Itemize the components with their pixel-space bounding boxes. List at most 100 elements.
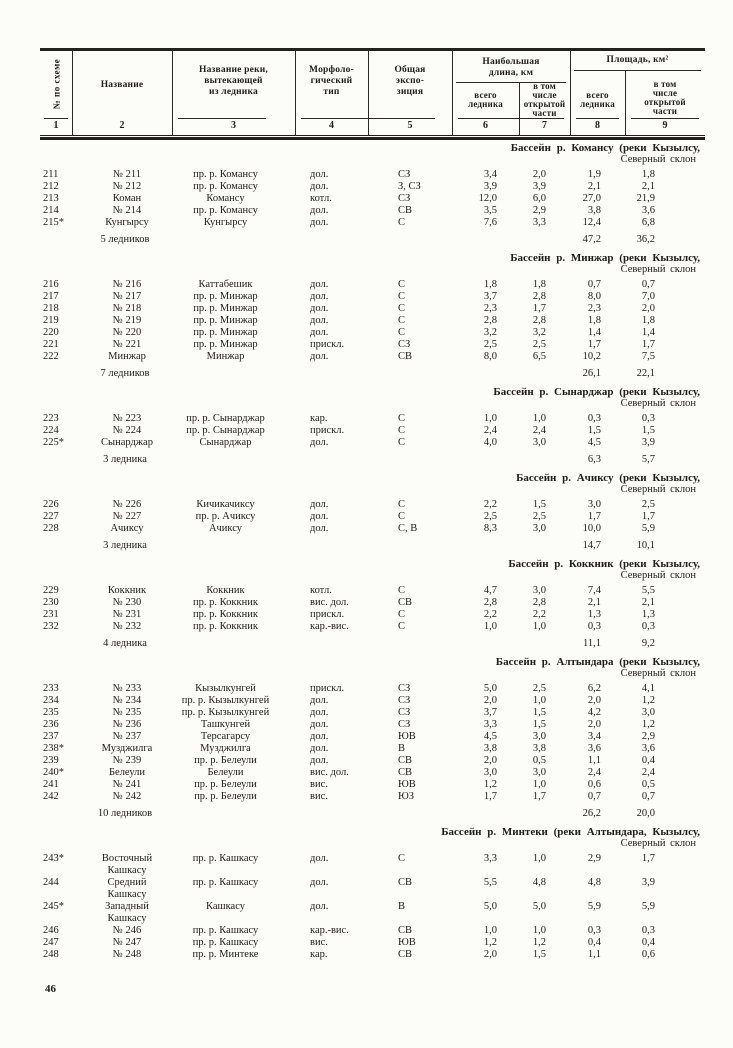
cell-length-total: 12,0 [478,193,497,204]
cell-river-name: пр. р. Белеули [194,791,257,802]
summary-area-open: 22,1 [636,368,655,379]
column-number: 6 [483,120,488,131]
cell-area-open: 1,8 [641,169,655,180]
cell-length-total: 2,8 [483,597,497,608]
subcol-header-area-open: в том числе открытой части [644,79,686,116]
cell-area-total: 4,2 [587,707,601,718]
cell-morph-type: кар.-вис. [310,925,349,936]
cell-scheme-number: 224 [43,425,59,436]
cell-exposition: СЗ [398,193,411,204]
cell-length-total: 2,0 [483,695,497,706]
summary-area-open: 9,2 [641,638,655,649]
colnum-rule [374,118,435,119]
cell-river-name: пр. р. Белеули [194,755,257,766]
cell-morph-type: дол. [310,743,329,754]
cell-area-open: 2,0 [641,303,655,314]
cell-length-open: 4,8 [532,877,546,888]
table-row: 244 Средний Кашкасу пр. р. Кашкасу дол. … [40,877,705,901]
cell-area-total: 1,5 [587,425,601,436]
cell-glacier-name: № 212 [112,181,142,192]
cell-area-open: 0,4 [641,755,655,766]
cell-morph-type: дол. [310,901,329,912]
cell-length-total: 4,5 [483,731,497,742]
cell-length-open: 1,7 [532,791,546,802]
cell-river-name: пр. р. Коккник [193,597,258,608]
cell-glacier-name: № 247 [112,937,142,948]
column-number: 8 [595,120,600,131]
colnum-rule [458,118,530,119]
cell-length-open: 3,0 [532,767,546,778]
cell-scheme-number: 227 [43,511,59,522]
cell-scheme-number: 216 [43,279,59,290]
cell-morph-type: дол. [310,877,329,888]
basin-title: Бассейн р. Минтеки (реки Алтындара, Кызы… [441,826,700,838]
cell-river-name: Музджилга [200,743,251,754]
cell-length-open: 2,5 [532,511,546,522]
table-row: 241 № 241 пр. р. Белеули вис. ЮВ 1,2 1,0… [40,779,705,791]
cell-area-total: 0,4 [587,937,601,948]
cell-area-total: 1,7 [587,511,601,522]
cell-glacier-name: Минжар [108,351,146,362]
cell-area-total: 2,0 [587,719,601,730]
cell-length-total: 3,8 [483,743,497,754]
cell-exposition: С [398,609,406,620]
basin-section: Бассейн р. Комансу (реки Кызылсу, Северн… [40,142,705,246]
cell-morph-type: дол. [310,291,329,302]
cell-length-total: 2,4 [483,425,497,436]
cell-scheme-number: 235 [43,707,59,718]
colnum-rule [631,118,699,119]
cell-length-total: 1,2 [483,779,497,790]
cell-morph-type: котл. [310,193,332,204]
column-number-row: 1 2 3 4 5 6 7 8 9 [40,120,705,131]
cell-length-open: 2,5 [532,339,546,350]
cell-exposition: С [398,425,406,436]
column-divider [570,51,571,135]
cell-length-total: 2,0 [483,755,497,766]
cell-exposition: С [398,585,406,596]
cell-length-open: 3,8 [532,743,546,754]
cell-river-name: Кунгырсу [203,217,248,228]
basin-section: Бассейн р. Сынарджар (реки Кызылсу, Севе… [40,386,705,466]
cell-exposition: СВ [398,925,413,936]
table-row: 216 № 216 Каттабешик дол. С 1,8 1,8 0,7 … [40,279,705,291]
cell-area-open: 1,3 [641,609,655,620]
cell-length-open: 5,0 [532,901,546,912]
table-row: 243* Восточный Кашкасу пр. р. Кашкасу до… [40,853,705,877]
cell-scheme-number: 236 [43,719,59,730]
cell-morph-type: дол. [310,695,329,706]
column-divider [625,70,626,135]
cell-exposition: СЗ [398,719,411,730]
summary-area-open: 36,2 [636,234,655,245]
table-row: 221 № 221 пр. р. Минжар прискл. СЗ 2,5 2… [40,339,705,351]
cell-length-open: 1,0 [532,779,546,790]
table-row: 234 № 234 пр. р. Кызылкунгей дол. СЗ 2,0… [40,695,705,707]
table-row: 220 № 220 пр. р. Минжар дол. С 3,2 3,2 1… [40,327,705,339]
cell-area-open: 3,0 [641,707,655,718]
cell-length-total: 5,0 [483,901,497,912]
cell-area-total: 1,7 [587,339,601,350]
cell-glacier-name: № 236 [112,719,142,730]
cell-length-open: 3,0 [532,523,546,534]
cell-length-open: 2,5 [532,683,546,694]
cell-scheme-number: 213 [43,193,59,204]
cell-exposition: С [398,437,406,448]
summary-area-open: 5,7 [641,454,655,465]
cell-morph-type: кар.-вис. [310,621,349,632]
cell-length-total: 4,7 [483,585,497,596]
cell-area-open: 3,6 [641,205,655,216]
cell-area-total: 2,0 [587,695,601,706]
cell-exposition: В [398,743,406,754]
glacier-count-label: 3 ледника [103,454,147,465]
cell-glacier-name: Кунгырсу [105,217,149,228]
cell-river-name: Белеули [207,767,244,778]
table-row: 224 № 224 пр. р. Сынарджар прискл. С 2,4… [40,425,705,437]
cell-exposition: ЮВ [398,779,416,790]
cell-river-name: Кызылкунгей [195,683,256,694]
table-row: 246 № 246 пр. р. Кашкасу кар.-вис. СВ 1,… [40,925,705,937]
table-row: 212 № 212 пр. р. Комансу дол. З, СЗ 3,9 … [40,181,705,193]
cell-length-open: 2,4 [532,425,546,436]
cell-length-open: 1,5 [532,499,546,510]
cell-area-total: 4,8 [587,877,601,888]
cell-area-total: 2,1 [587,597,601,608]
cell-area-total: 0,7 [587,791,601,802]
